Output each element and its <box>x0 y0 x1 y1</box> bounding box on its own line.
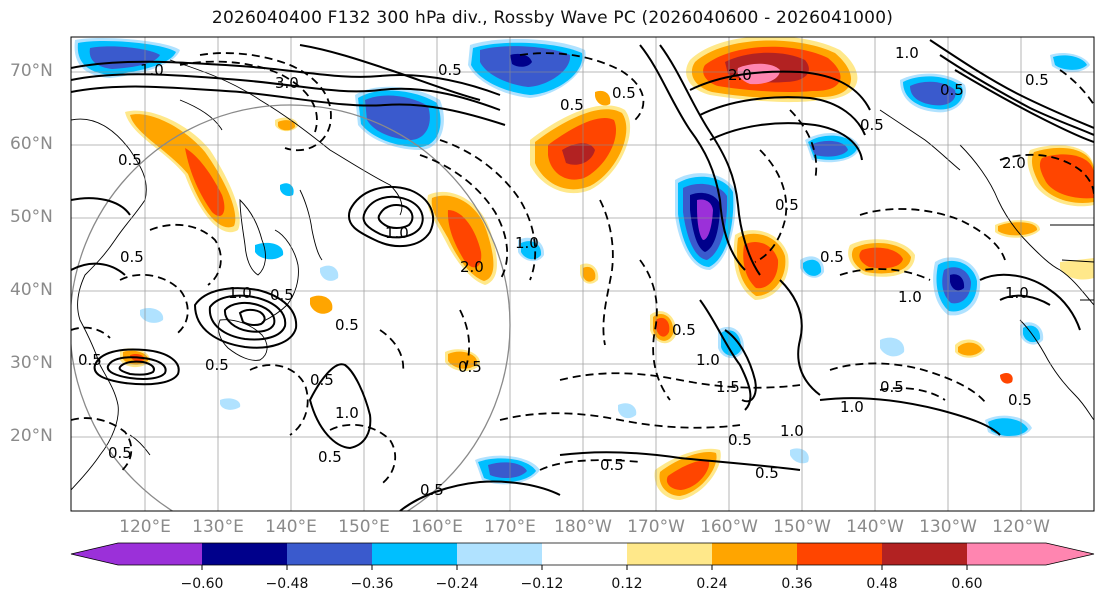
contour-label: 0.5 <box>118 151 142 169</box>
lon-label: 160°E <box>411 517 463 537</box>
colorbar-swatch <box>457 543 543 565</box>
lat-label: 50°N <box>10 207 53 227</box>
contour-label: 1.0 <box>140 61 164 79</box>
contour-label: 1.5 <box>716 378 740 396</box>
colorbar-swatch <box>797 543 883 565</box>
gridlines <box>71 37 1094 511</box>
colorbar-tick-label: 0.12 <box>611 576 643 592</box>
colorbar-swatch <box>712 543 798 565</box>
lon-label: 130°E <box>192 517 244 537</box>
contour-label: 0.5 <box>1025 71 1049 89</box>
colorbar-tick-label: 0.60 <box>951 576 983 592</box>
colorbar <box>70 542 1095 570</box>
colorbar-outline <box>70 542 1095 566</box>
contour-label: 0.5 <box>612 84 636 102</box>
map-content: 1.0 3.0 0.5 0.5 1.0 0.5 0.5 0.5 0.5 0.5 … <box>71 37 1094 511</box>
contour-label: 1.0 <box>385 224 409 242</box>
contour-label: 0.5 <box>820 248 844 266</box>
contour-label: 0.5 <box>1008 391 1032 409</box>
colorbar-tick-label: 0.36 <box>781 576 813 592</box>
contour-label: 1.0 <box>898 288 922 306</box>
contour-label: 0.5 <box>755 464 779 482</box>
colorbar-swatch <box>627 543 713 565</box>
contour-label: 1.0 <box>1005 284 1029 302</box>
lon-label: 140°W <box>846 517 904 537</box>
contour-label: 0.5 <box>78 351 102 369</box>
contour-label: 0.5 <box>775 196 799 214</box>
lon-label: 120°W <box>992 517 1050 537</box>
colorbar-swatch <box>967 543 1047 565</box>
contour-label: 2.0 <box>728 66 752 84</box>
lon-label: 160°W <box>700 517 758 537</box>
positive-contours <box>71 39 1094 511</box>
contour-label: 0.5 <box>120 248 144 266</box>
colorbar-tick-label: 0.48 <box>866 576 898 592</box>
contour-label: 2.0 <box>1002 154 1026 172</box>
contour-label: 0.5 <box>270 286 294 304</box>
lat-label: 30°N <box>10 353 53 373</box>
contour-label: 1.0 <box>228 284 252 302</box>
contour-label: 0.5 <box>880 378 904 396</box>
colorbar-tick-marks <box>201 565 968 570</box>
lon-label: 120°E <box>119 517 171 537</box>
negative-contours <box>71 52 1094 486</box>
contour-labels: 1.0 3.0 0.5 0.5 1.0 0.5 0.5 0.5 0.5 0.5 … <box>78 44 1049 499</box>
contour-label: 0.5 <box>108 444 132 462</box>
contour-label: 3.0 <box>275 74 299 92</box>
contour-label: 1.0 <box>696 351 720 369</box>
contour-label: 1.0 <box>335 404 359 422</box>
lon-label: 170°E <box>484 517 536 537</box>
contour-label: 0.5 <box>318 448 342 466</box>
colorbar-tick-label: 0.24 <box>696 576 728 592</box>
lon-label: 180°W <box>554 517 612 537</box>
contour-label: 0.5 <box>438 61 462 79</box>
colorbar-swatch <box>882 543 968 565</box>
coastlines <box>71 59 1094 491</box>
colorbar-swatch <box>542 543 628 565</box>
map-title: 2026040400 F132 300 hPa div., Rossby Wav… <box>211 8 894 28</box>
colorbar-swatch <box>287 543 373 565</box>
contour-label: 0.5 <box>205 356 229 374</box>
plot-frame <box>70 36 1095 512</box>
lat-label: 60°N <box>10 134 53 154</box>
contour-label: 1.0 <box>895 44 919 62</box>
contour-label: 0.5 <box>458 358 482 376</box>
contour-label: 1.0 <box>780 422 804 440</box>
contour-label: 0.5 <box>420 481 444 499</box>
contour-label: 0.5 <box>672 321 696 339</box>
contour-label: 1.0 <box>515 234 539 252</box>
lon-label: 150°E <box>338 517 390 537</box>
colorbar-swatch <box>117 543 203 565</box>
lon-label: 140°E <box>265 517 317 537</box>
colorbar-min-arrow <box>71 543 118 565</box>
lat-label: 20°N <box>10 426 53 446</box>
colorbar-swatch <box>202 543 288 565</box>
colorbar-tick-label: −0.48 <box>265 576 309 592</box>
contour-label: 0.5 <box>860 116 884 134</box>
contour-label: 0.5 <box>310 371 334 389</box>
colorbar-tick-label: −0.36 <box>350 576 394 592</box>
divergence-very-strong-positive <box>562 52 809 165</box>
contour-label: 0.5 <box>940 81 964 99</box>
lon-label: 150°W <box>773 517 831 537</box>
colorbar-max-arrow <box>1046 543 1094 565</box>
range-circle <box>71 104 511 511</box>
contour-label: 0.5 <box>560 96 584 114</box>
contour-label: 0.5 <box>335 316 359 334</box>
lon-label: 130°W <box>919 517 977 537</box>
lat-label: 70°N <box>10 61 53 81</box>
contour-label: 2.0 <box>460 258 484 276</box>
lon-label: 170°W <box>627 517 685 537</box>
colorbar-tick-label: −0.24 <box>435 576 479 592</box>
colorbar-tick-label: −0.60 <box>180 576 224 592</box>
colorbar-tick-label: −0.12 <box>520 576 564 592</box>
lat-label: 40°N <box>10 280 53 300</box>
colorbar-swatch <box>372 543 458 565</box>
contour-label: 1.0 <box>840 398 864 416</box>
contour-label: 0.5 <box>600 456 624 474</box>
contour-label: 0.5 <box>728 431 752 449</box>
convergence-very-strong-negative <box>510 53 965 291</box>
